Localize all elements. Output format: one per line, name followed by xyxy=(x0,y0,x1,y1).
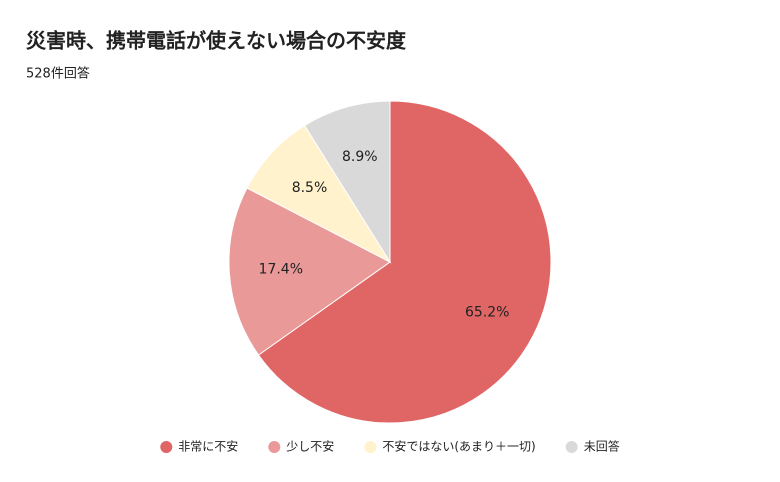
legend-marker xyxy=(160,441,173,453)
chart-subtitle: 528件回答 xyxy=(26,66,90,82)
legend-label: 非常に不安 xyxy=(178,439,238,454)
pie-slice xyxy=(257,100,552,424)
pie-slice xyxy=(246,124,392,264)
chart-title: 災害時、携帯電話が使えない場合の不安度 xyxy=(26,29,407,53)
legend-label: 未回答 xyxy=(584,439,620,454)
pie-slice xyxy=(228,187,391,356)
legend-label: 少し不安 xyxy=(286,439,334,454)
data-label: 8.9% xyxy=(342,149,378,165)
data-label: 17.4% xyxy=(259,262,303,278)
legend-marker xyxy=(565,441,578,453)
legend-marker xyxy=(268,441,281,453)
pie-slice xyxy=(303,100,391,264)
data-label: 8.5% xyxy=(292,180,328,196)
legend-label: 不安ではない(あまり＋一切) xyxy=(382,439,535,454)
legend-marker xyxy=(364,441,377,453)
data-label: 65.2% xyxy=(465,304,509,320)
